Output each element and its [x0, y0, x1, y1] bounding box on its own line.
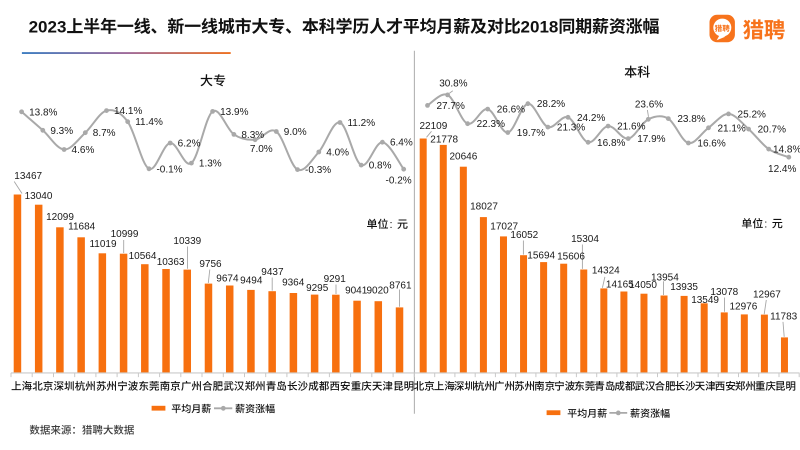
svg-text:22.3%: 22.3% — [477, 119, 505, 130]
svg-text:17.9%: 17.9% — [637, 134, 665, 145]
svg-text:19.7%: 19.7% — [517, 128, 545, 139]
svg-text:21778: 21778 — [430, 135, 458, 146]
svg-text:15304: 15304 — [571, 234, 599, 245]
svg-text:11019: 11019 — [89, 239, 117, 250]
svg-text:9674: 9674 — [216, 274, 239, 285]
svg-text:24.2%: 24.2% — [577, 113, 605, 124]
svg-text:28.2%: 28.2% — [537, 99, 565, 110]
svg-text:6.2%: 6.2% — [178, 138, 201, 149]
svg-text:12099: 12099 — [46, 212, 74, 223]
svg-text::: : — [764, 218, 767, 230]
svg-text:30.8%: 30.8% — [439, 79, 467, 90]
svg-text:20.7%: 20.7% — [758, 125, 786, 136]
svg-text:15694: 15694 — [527, 251, 555, 262]
svg-text:9.3%: 9.3% — [50, 126, 73, 137]
svg-text:21.3%: 21.3% — [557, 123, 585, 134]
svg-text:9295: 9295 — [306, 283, 329, 294]
svg-text::: : — [390, 219, 393, 231]
svg-text:10339: 10339 — [173, 236, 201, 247]
svg-text:8761: 8761 — [389, 280, 412, 291]
svg-text:9437: 9437 — [261, 267, 284, 278]
svg-text:26.6%: 26.6% — [497, 105, 525, 116]
svg-text:8.3%: 8.3% — [241, 130, 264, 141]
svg-text:14165: 14165 — [606, 280, 634, 291]
svg-text:-0.1%: -0.1% — [156, 164, 182, 175]
svg-text:13.9%: 13.9% — [220, 107, 248, 118]
svg-text:15606: 15606 — [557, 252, 585, 263]
svg-text:4.6%: 4.6% — [72, 145, 95, 156]
svg-text:8.7%: 8.7% — [93, 128, 116, 139]
svg-text:13549: 13549 — [691, 295, 719, 306]
svg-text:22109: 22109 — [419, 121, 447, 132]
svg-text:9020: 9020 — [366, 286, 389, 297]
svg-text:-0.3%: -0.3% — [305, 165, 331, 176]
svg-text:11783: 11783 — [770, 311, 798, 322]
svg-text:10999: 10999 — [111, 229, 139, 240]
svg-text:13078: 13078 — [710, 287, 738, 298]
svg-text:11.4%: 11.4% — [135, 117, 163, 128]
svg-text:13954: 13954 — [651, 273, 679, 284]
svg-text:12.4%: 12.4% — [768, 164, 796, 175]
svg-text:2018: 2018 — [521, 17, 559, 36]
svg-text:9494: 9494 — [240, 276, 263, 287]
svg-text:12976: 12976 — [729, 301, 757, 312]
svg-text:13040: 13040 — [25, 191, 53, 202]
svg-text:16.8%: 16.8% — [597, 138, 625, 149]
svg-text:9.0%: 9.0% — [284, 127, 307, 138]
svg-text:13.8%: 13.8% — [29, 107, 57, 118]
svg-text:13935: 13935 — [670, 282, 698, 293]
svg-text:23.6%: 23.6% — [635, 99, 663, 110]
svg-text:14.1%: 14.1% — [114, 106, 142, 117]
svg-text:10564: 10564 — [129, 251, 157, 262]
svg-text:9364: 9364 — [282, 278, 305, 289]
svg-text:12967: 12967 — [753, 289, 781, 300]
svg-text:20646: 20646 — [449, 151, 477, 162]
svg-text:27.7%: 27.7% — [437, 101, 465, 112]
svg-text:17027: 17027 — [490, 222, 518, 233]
svg-text:23.8%: 23.8% — [677, 114, 705, 125]
svg-text:14324: 14324 — [592, 265, 620, 276]
svg-text:14050: 14050 — [629, 280, 657, 291]
svg-text:9291: 9291 — [324, 274, 347, 285]
svg-text:18027: 18027 — [470, 202, 498, 213]
svg-text:4.0%: 4.0% — [326, 148, 349, 159]
svg-text:25.2%: 25.2% — [738, 109, 766, 120]
svg-text:11.2%: 11.2% — [347, 118, 375, 129]
svg-text:21.6%: 21.6% — [617, 122, 645, 133]
svg-text:16052: 16052 — [510, 230, 538, 241]
svg-text:7.0%: 7.0% — [250, 144, 273, 155]
svg-text:14.8%: 14.8% — [773, 145, 800, 156]
svg-text:9756: 9756 — [199, 259, 222, 270]
svg-text:6.4%: 6.4% — [390, 138, 413, 149]
svg-text:13467: 13467 — [14, 171, 42, 182]
svg-text:0.8%: 0.8% — [369, 161, 392, 172]
svg-text:2023: 2023 — [29, 17, 67, 36]
svg-text:11684: 11684 — [68, 222, 96, 233]
svg-text:1.3%: 1.3% — [199, 159, 222, 170]
svg-text:10363: 10363 — [157, 257, 185, 268]
svg-text:9041: 9041 — [345, 286, 368, 297]
svg-text:21.1%: 21.1% — [717, 123, 745, 134]
svg-text:-0.2%: -0.2% — [386, 175, 412, 186]
svg-text:16.6%: 16.6% — [697, 138, 725, 149]
